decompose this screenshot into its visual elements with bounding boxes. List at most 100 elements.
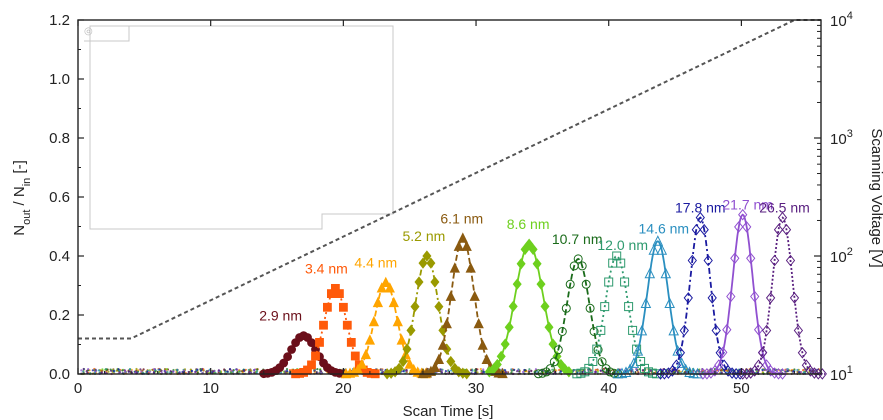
data-point [430,276,440,288]
data-point [528,243,538,256]
baseline-noise-point [796,370,799,373]
data-point [434,300,444,313]
baseline-noise-point [481,371,484,374]
data-point [765,292,776,304]
series-line [574,255,660,375]
baseline-noise-point [504,369,507,372]
data-point [449,262,460,273]
series-line [420,237,506,375]
series-12-0-nm [572,251,661,379]
data-point [640,297,652,308]
data-point [656,244,668,255]
baseline-noise-point [313,369,316,372]
y2-tick-label: 101 [830,364,853,384]
x-tick-label: 30 [468,380,485,397]
baseline-noise-point [152,371,155,374]
baseline-noise-point [107,370,110,373]
baseline-noise-point [163,368,167,371]
baseline-noise-point [504,371,507,374]
data-point [735,368,745,380]
baseline-noise-point [799,371,803,374]
data-point [777,368,788,380]
data-point [537,368,547,378]
data-point [742,367,752,380]
baseline-noise-point [94,370,97,373]
data-point [376,282,387,293]
baseline-noise-point [798,370,801,374]
series-line [384,255,470,375]
data-point [334,289,344,299]
baseline-noise-point [594,368,597,371]
data-point [789,292,800,304]
data-point [785,254,796,267]
data-point [461,240,472,251]
data-point [746,252,756,265]
baseline-noise-point [402,370,405,373]
baseline-noise-point [319,370,323,373]
data-point [315,337,324,347]
data-point [664,297,676,308]
data-point [500,338,510,350]
data-point [585,303,595,313]
baseline-noise-point [523,368,526,372]
data-point [691,223,701,236]
data-point [544,321,554,333]
data-point [706,367,716,379]
series-26-5-nm [738,211,827,380]
baseline-noise-point [97,369,100,372]
data-point [620,366,632,377]
baseline-noise-point [536,370,539,373]
data-point [433,353,445,365]
data-point [746,367,756,379]
baseline-noise-point [256,368,259,371]
data-point [773,367,784,380]
baseline-noise-point [444,370,447,373]
baseline-noise-point [151,368,154,371]
baseline-noise-point [676,371,679,374]
data-point [414,276,424,288]
x-tick-label: 10 [202,380,219,397]
series-label: 3.4 nm [305,260,348,276]
data-point [557,327,567,336]
baseline-noise-point [510,371,513,374]
baseline-noise-point [146,370,149,373]
data-point [679,324,689,337]
baseline-noise-point [720,369,723,372]
baseline-noise-point [82,367,85,371]
data-point [512,278,522,290]
baseline-noise-point [87,368,90,371]
data-point [793,324,804,337]
data-point [402,343,412,355]
data-point [404,358,415,369]
data-point [596,325,606,335]
data-point [540,300,550,313]
baseline-noise-point [594,370,598,374]
data-point [561,303,571,313]
series-14-6-nm [612,235,703,379]
data-point [445,290,456,301]
baseline-noise-point [118,371,122,374]
series-17-8-nm [655,211,745,380]
baseline-noise-point [286,370,289,373]
data-point [588,357,598,366]
data-point [553,345,563,355]
data-point [319,320,328,330]
data-point [655,368,666,380]
baseline-noise-point [194,370,197,373]
data-point [628,357,640,368]
y-tick-label: 0.8 [49,130,70,147]
data-point [738,368,748,380]
baseline-noise-point [380,369,383,372]
baseline-noise-point [176,368,179,371]
series-label: 21.7 nm [722,197,773,213]
baseline-noise-point [382,370,385,373]
data-point [616,367,628,379]
data-point [388,296,399,308]
data-point [727,367,737,379]
baseline-noise-point [165,368,168,371]
baseline-noise-point [101,368,104,371]
data-point [773,223,784,236]
baseline-noise-point [284,370,287,373]
